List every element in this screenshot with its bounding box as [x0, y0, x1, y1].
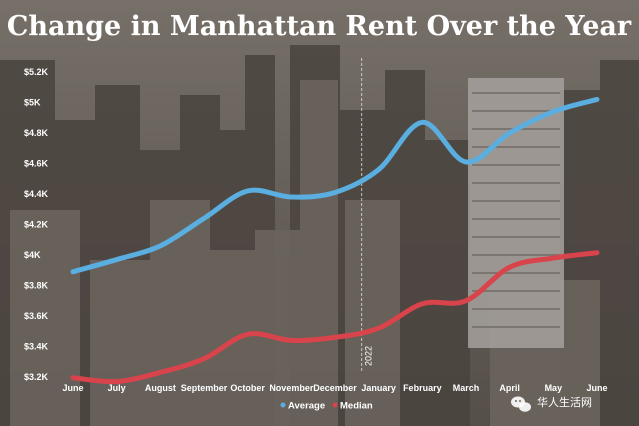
y-tick-label: $3.4K	[24, 342, 49, 352]
x-tick-label: June	[62, 383, 83, 393]
series-line-average	[70, 96, 600, 275]
chart-title: Change in Manhattan Rent Over the Year	[7, 11, 632, 42]
x-tick-label: June	[586, 383, 607, 393]
annotations: 2022	[361, 58, 374, 372]
y-tick-label: $5.2K	[24, 67, 49, 77]
watermark-text: 华人生活网	[537, 395, 592, 409]
x-tick-label: August	[145, 383, 176, 393]
y-tick-label: $4K	[24, 250, 41, 260]
y-tick-label: $4.4K	[24, 189, 49, 199]
y-tick-label: $5K	[24, 98, 41, 108]
legend-label: Average	[288, 401, 325, 412]
y-axis: $5.2K $5K $4.8K $4.6K $4.4K $4.2K $4K $3.8K $3.6…	[24, 67, 49, 382]
wechat-icon	[511, 396, 531, 412]
x-tick-label: January	[361, 383, 396, 393]
watermark: 华人生活网	[511, 395, 592, 412]
x-tick-label: July	[108, 383, 126, 393]
legend-label: Median	[340, 401, 373, 412]
x-tick-label: May	[545, 383, 563, 393]
series-lines	[70, 96, 600, 385]
y-tick-label: $3.2K	[24, 372, 49, 382]
x-tick-label: April	[499, 383, 520, 393]
x-tick-label: March	[453, 383, 480, 393]
y-tick-label: $4.6K	[24, 159, 49, 169]
y-tick-label: $3.6K	[24, 311, 49, 321]
y-tick-label: $4.8K	[24, 128, 49, 138]
x-tick-label: February	[403, 383, 442, 393]
legend-marker	[280, 402, 286, 408]
x-tick-label: November	[269, 383, 314, 393]
series-line-median	[70, 250, 600, 385]
y-tick-label: $3.8K	[24, 281, 49, 291]
x-tick-label: December	[313, 383, 357, 393]
year-annotation: 2022	[364, 346, 374, 366]
y-tick-label: $4.2K	[24, 220, 49, 230]
legend-marker	[332, 402, 338, 408]
x-axis: June July August September October November De…	[62, 383, 607, 393]
legend: Average Median	[280, 401, 373, 412]
x-tick-label: October	[230, 383, 265, 393]
x-tick-label: September	[181, 383, 228, 393]
